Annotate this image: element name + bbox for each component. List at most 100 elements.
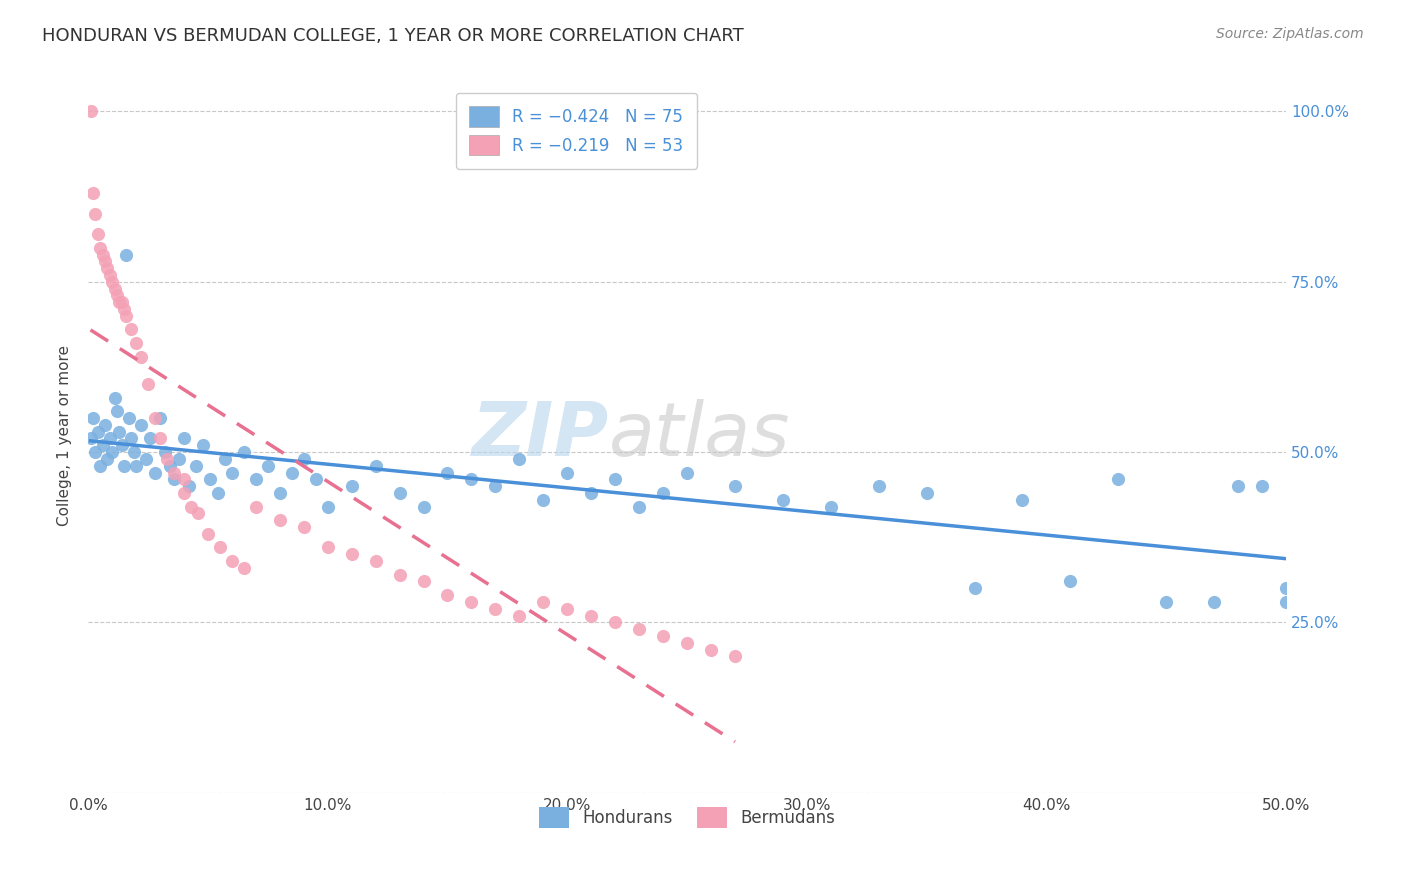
Point — [112, 458, 135, 473]
Point — [184, 458, 207, 473]
Point — [305, 472, 328, 486]
Point — [173, 472, 195, 486]
Point — [676, 636, 699, 650]
Point — [508, 451, 530, 466]
Point — [84, 445, 107, 459]
Point — [652, 486, 675, 500]
Point — [281, 466, 304, 480]
Point — [221, 466, 243, 480]
Text: Source: ZipAtlas.com: Source: ZipAtlas.com — [1216, 27, 1364, 41]
Point — [269, 486, 291, 500]
Point — [292, 520, 315, 534]
Point — [460, 595, 482, 609]
Point — [118, 411, 141, 425]
Point — [340, 547, 363, 561]
Point — [436, 466, 458, 480]
Point — [1154, 595, 1177, 609]
Point — [531, 595, 554, 609]
Point — [628, 622, 651, 636]
Point — [197, 526, 219, 541]
Point — [82, 186, 104, 201]
Point — [207, 486, 229, 500]
Point — [484, 479, 506, 493]
Point — [436, 588, 458, 602]
Point — [388, 567, 411, 582]
Text: HONDURAN VS BERMUDAN COLLEGE, 1 YEAR OR MORE CORRELATION CHART: HONDURAN VS BERMUDAN COLLEGE, 1 YEAR OR … — [42, 27, 744, 45]
Point — [101, 445, 124, 459]
Point — [508, 608, 530, 623]
Point — [412, 574, 434, 589]
Point — [1251, 479, 1274, 493]
Point — [96, 451, 118, 466]
Point — [724, 479, 747, 493]
Point — [125, 336, 148, 351]
Point — [581, 608, 603, 623]
Point — [460, 472, 482, 486]
Point — [111, 438, 134, 452]
Legend: Hondurans, Bermudans: Hondurans, Bermudans — [531, 801, 842, 834]
Point — [98, 268, 121, 282]
Point — [105, 404, 128, 418]
Point — [103, 282, 125, 296]
Point — [111, 295, 134, 310]
Point — [628, 500, 651, 514]
Point — [94, 254, 117, 268]
Point — [555, 601, 578, 615]
Point — [221, 554, 243, 568]
Y-axis label: College, 1 year or more: College, 1 year or more — [58, 344, 72, 525]
Point — [177, 479, 200, 493]
Point — [105, 288, 128, 302]
Point — [167, 451, 190, 466]
Point — [700, 642, 723, 657]
Point — [605, 472, 627, 486]
Point — [115, 247, 138, 261]
Point — [868, 479, 890, 493]
Point — [232, 561, 254, 575]
Point — [1011, 492, 1033, 507]
Point — [79, 432, 101, 446]
Point — [214, 451, 236, 466]
Point — [232, 445, 254, 459]
Point — [915, 486, 938, 500]
Point — [125, 458, 148, 473]
Point — [108, 295, 131, 310]
Point — [555, 466, 578, 480]
Point — [120, 432, 142, 446]
Point — [87, 227, 110, 241]
Point — [340, 479, 363, 493]
Point — [149, 411, 172, 425]
Point — [484, 601, 506, 615]
Point — [180, 500, 202, 514]
Point — [412, 500, 434, 514]
Point — [364, 458, 387, 473]
Point — [112, 301, 135, 316]
Text: atlas: atlas — [609, 399, 790, 471]
Point — [1059, 574, 1081, 589]
Point — [89, 241, 111, 255]
Point — [87, 425, 110, 439]
Point — [122, 445, 145, 459]
Point — [129, 417, 152, 432]
Point — [115, 309, 138, 323]
Point — [316, 500, 339, 514]
Point — [200, 472, 222, 486]
Point — [531, 492, 554, 507]
Point — [149, 432, 172, 446]
Point — [94, 417, 117, 432]
Point — [256, 458, 278, 473]
Point — [91, 438, 114, 452]
Point — [388, 486, 411, 500]
Point — [163, 466, 186, 480]
Point — [153, 445, 176, 459]
Point — [91, 247, 114, 261]
Point — [316, 541, 339, 555]
Text: ZIP: ZIP — [472, 399, 609, 472]
Point — [159, 458, 181, 473]
Point — [1275, 595, 1298, 609]
Point — [191, 438, 214, 452]
Point — [156, 451, 179, 466]
Point — [1275, 582, 1298, 596]
Point — [143, 411, 166, 425]
Point — [605, 615, 627, 630]
Point — [1204, 595, 1226, 609]
